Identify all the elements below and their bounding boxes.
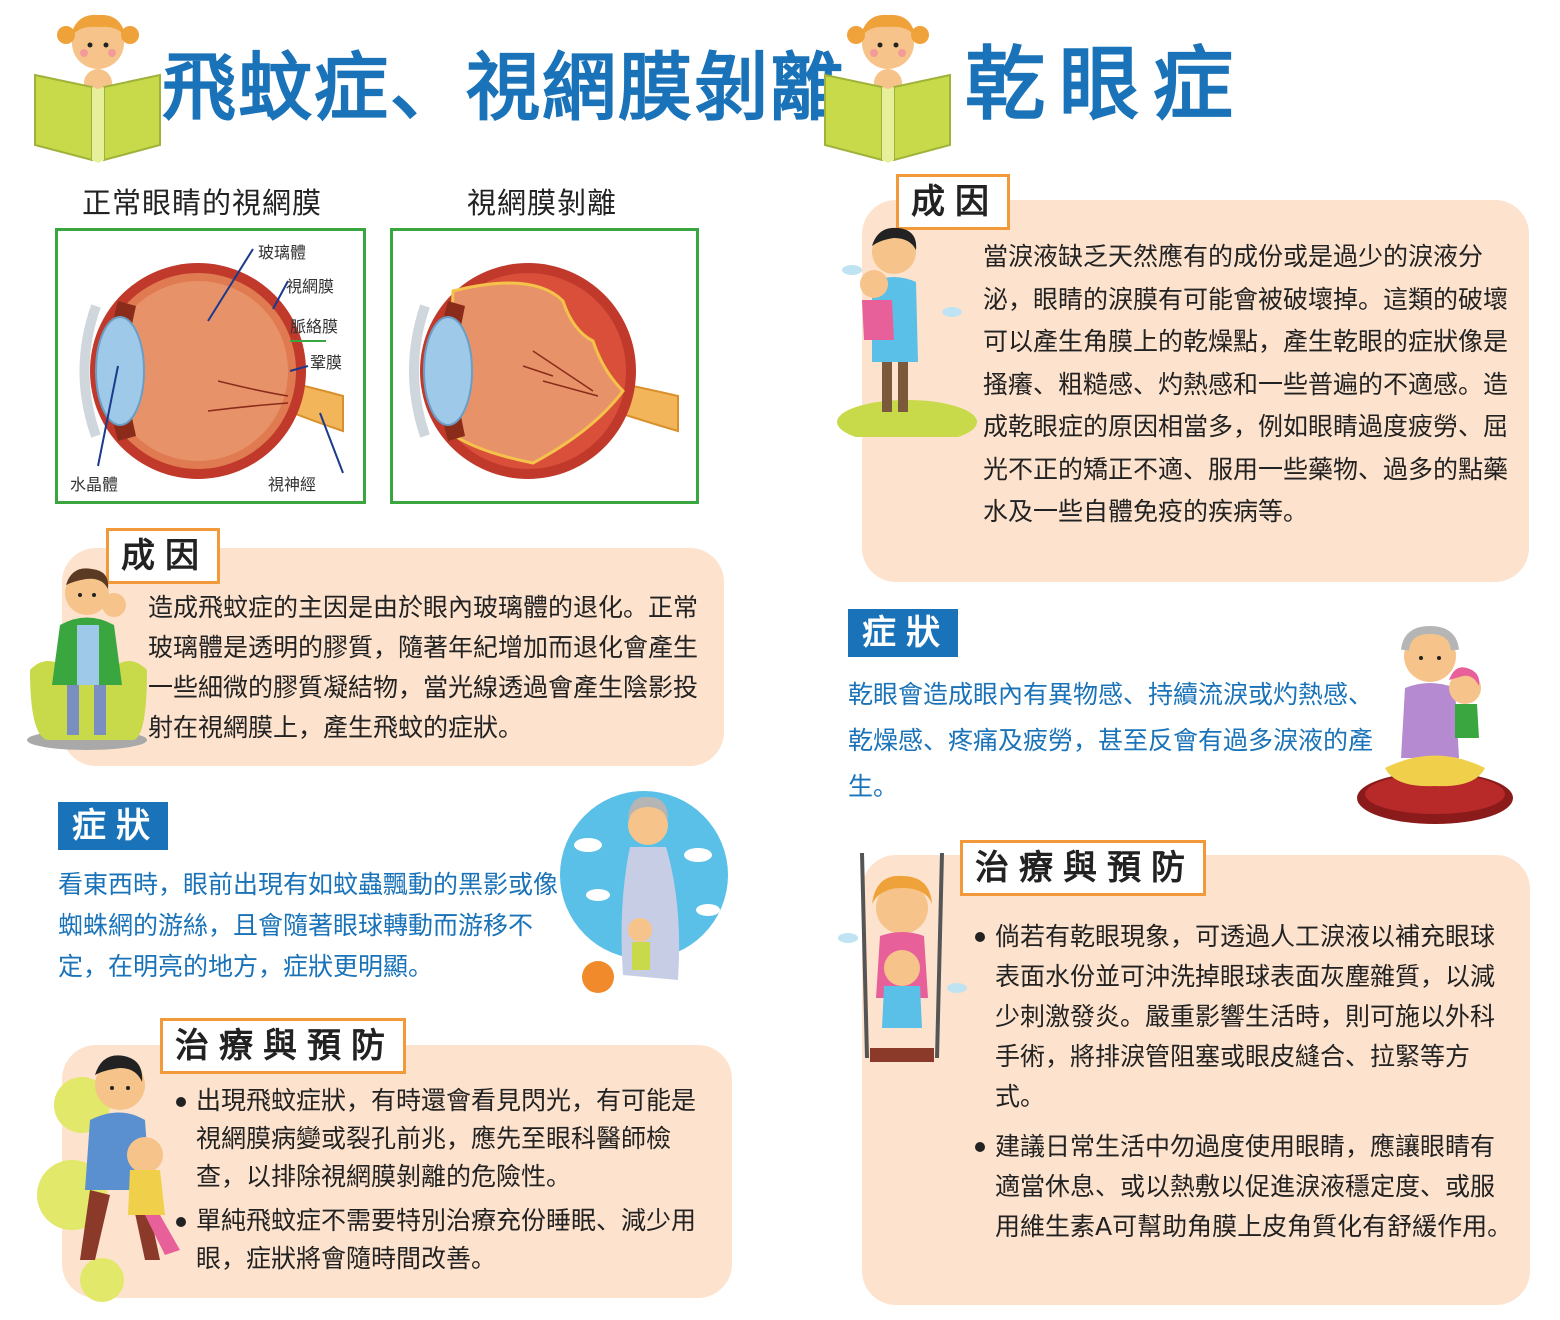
floaters-cause-text: 造成飛蚊症的主因是由於眼內玻璃體的退化。正常玻璃體是透明的膠質，隨著年紀增加而退…: [148, 593, 699, 742]
dry-eye-cause-heading: 成因: [896, 174, 1010, 230]
grandpa-child-meditating-icon: [1357, 625, 1513, 824]
floaters-symptom-heading: 症狀: [58, 802, 168, 850]
label-optic-nerve: 視神經: [268, 475, 317, 494]
father-child-chair-icon: [27, 568, 147, 750]
eye-cross-section-icon: [79, 248, 344, 479]
floaters-treatment-panel: [62, 1045, 732, 1298]
dry-eye-cause-panel: [862, 200, 1529, 582]
dry-eye-cause-text: 當淚液缺乏天然應有的成份或是過少的淚液分泌，眼睛的淚膜有可能會被破壞掉。這類的破…: [983, 242, 1509, 526]
children-on-swing-icon: [838, 852, 967, 1062]
detached-eye-diagram: [390, 228, 699, 504]
label-lens: 水晶體: [70, 475, 119, 494]
floaters-cause-heading: 成因: [106, 528, 220, 584]
dry-eye-symptom-heading: 症狀: [848, 609, 958, 657]
label-retina: 視網膜: [286, 277, 335, 296]
label-vitreous: 玻璃體: [258, 243, 307, 262]
label-choroid: 脈絡膜: [290, 317, 339, 336]
reading-child-icon: [824, 14, 951, 163]
dry-eye-symptom-text: 乾眼會造成眼內有異物感、持續流淚或灼熱感、乾燥感、疼痛及疲勞，甚至反會有過多淚液…: [848, 680, 1374, 801]
floaters-treatment-item: 單純飛蚊症不需要特別治療充份睡眠、減少用眼，症狀將會隨時間改善。: [174, 1202, 714, 1278]
floaters-treatment-heading: 治療與預防: [160, 1018, 406, 1074]
detached-eye-caption: 視網膜剝離: [467, 186, 618, 220]
normal-eye-diagram: 玻璃體 視網膜 脈絡膜 鞏膜 水晶體 視神經: [55, 228, 366, 504]
reading-child-icon: [34, 14, 161, 163]
dry-eye-treatment-item: 倘若有乾眼現象，可透過人工淚液以補充眼球表面水份並可沖洗掉眼球表面灰塵雜質，以減…: [973, 917, 1518, 1117]
dry-eye-treatment-panel: [862, 855, 1530, 1305]
page-title-dry-eye: 乾眼症: [965, 38, 1247, 131]
dry-eye-treatment-heading: 治療與預防: [960, 840, 1206, 896]
father-helping-child-icon: [80, 1055, 180, 1260]
floaters-treatment-list: 出現飛蚊症狀，有時還會看見閃光，有可能是視網膜病變或裂孔前兆，應先至眼科醫師檢查…: [174, 1082, 714, 1284]
label-sclera: 鞏膜: [310, 353, 343, 372]
floaters-symptom-text: 看東西時，眼前出現有如蚊蟲飄動的黑影或像蜘蛛網的游絲，且會隨著眼球轉動而游移不定…: [58, 870, 559, 981]
grandma-child-sky-icon: [560, 791, 728, 993]
detached-retina-icon: [409, 263, 679, 479]
floaters-treatment-item: 出現飛蚊症狀，有時還會看見閃光，有可能是視網膜病變或裂孔前兆，應先至眼科醫師檢查…: [174, 1082, 714, 1196]
normal-eye-caption: 正常眼睛的視網膜: [82, 186, 323, 220]
man-carrying-child-icon: [837, 227, 977, 437]
floaters-cause-panel: [62, 548, 724, 766]
page-title-floaters: 飛蚊症、視網膜剝離: [162, 45, 846, 131]
dry-eye-treatment-list: 倘若有乾眼現象，可透過人工淚液以補充眼球表面水份並可沖洗掉眼球表面灰塵雜質，以減…: [973, 917, 1518, 1253]
dry-eye-treatment-item: 建議日常生活中勿過度使用眼睛，應讓眼睛有適當休息、或以熱敷以促進淚液穩定度、或服…: [973, 1127, 1518, 1247]
